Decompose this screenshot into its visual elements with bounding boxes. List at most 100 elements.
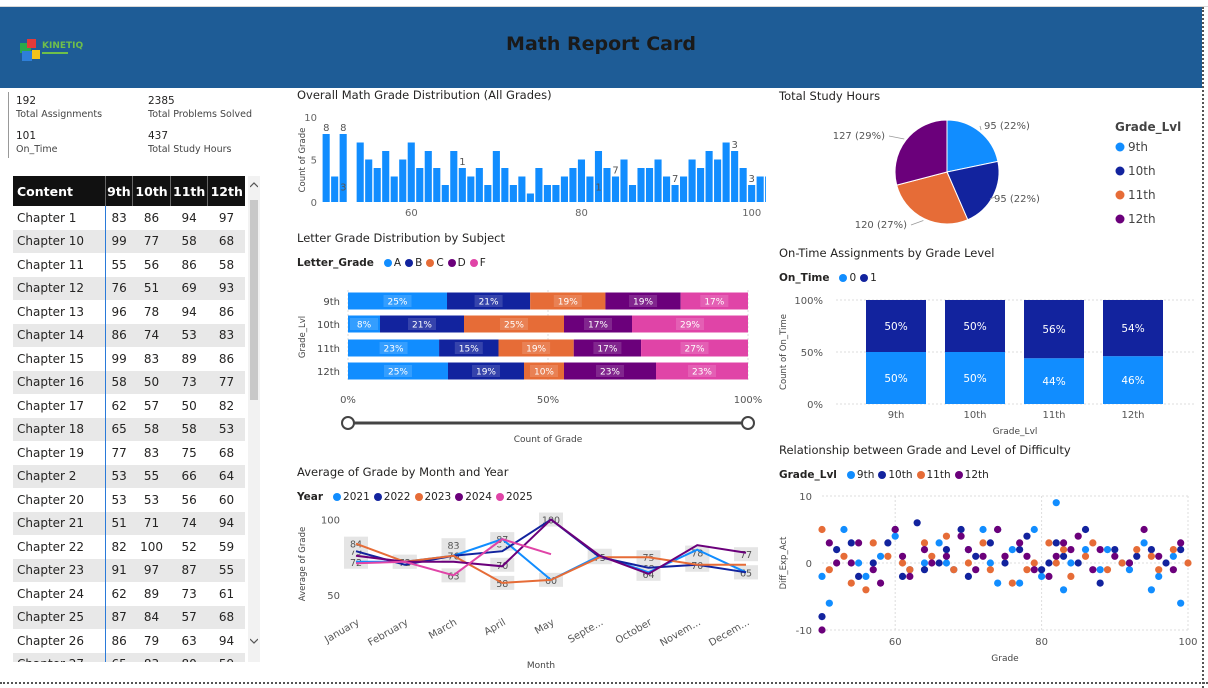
scatter-point [1096,546,1104,554]
category-label: 12th [317,367,340,378]
table-row: Chapter 25 87 84 57 68 [13,605,245,629]
letter-grade-chart: Grade_Lvl 9th 25% 21% 19% 19% 17% 10th 8% 21% 25% 1… [298,290,762,445]
grade-cell: 93 [207,276,245,300]
table-scrollbar[interactable] [248,176,260,662]
grade-cell: 73 [170,370,208,394]
scroll-down-icon[interactable] [250,638,258,644]
dist-bar [322,134,330,202]
column-header-11th[interactable]: 11th [169,176,208,206]
grade-cell: 58 [170,417,208,441]
legend-item-label[interactable]: D [457,257,466,269]
dist-bar [731,151,739,202]
grade-cell: 53 [207,417,245,441]
legend-dot-icon [373,493,382,501]
scatter-point [972,552,980,560]
scroll-up-icon[interactable] [250,182,258,188]
column-header-content[interactable]: Content [13,176,105,206]
grade-cell: 82 [111,539,127,554]
scatter-point [825,539,833,547]
scrollbar-thumb[interactable] [250,200,258,400]
right-border [1202,7,1208,688]
grade-cell: 86 [143,210,160,225]
on-time-bar-segment [1024,358,1084,404]
y-tick-label: 0 [806,559,812,570]
column-header-9th[interactable]: 9th [104,176,133,206]
dist-data-label: 8 [340,123,346,134]
legend-title: Year [297,491,324,503]
legend-item-label[interactable]: 11th [1128,188,1156,202]
column-header-10th[interactable]: 10th [132,176,171,206]
legend-item-label[interactable]: 10th [1128,164,1156,178]
line-data-label: 100 [542,516,560,527]
legend-item-label[interactable]: F [479,257,486,269]
scatter-point [1111,546,1119,554]
grade-cell: 79 [143,633,160,648]
legend-item-label[interactable]: 1 [870,272,877,284]
grade-cell: 56 [181,492,197,507]
label-bg [700,295,729,307]
grade-cell: 86 [218,304,235,319]
top-strip [0,0,1208,7]
column-header-12th[interactable]: 12th [207,176,245,206]
chapter-cell: Chapter 11 [13,253,106,277]
dist-data-label: 3 [732,140,738,151]
legend-item-label[interactable]: 12th [964,469,989,481]
line-data-label: 79 [350,547,362,558]
legend-item-label[interactable]: B [415,257,423,269]
table-row: Chapter 2 53 55 66 64 [13,464,245,488]
scatter-point [1103,546,1112,554]
grade-cell: 59 [207,652,245,662]
logo-text: KINETIQ [42,41,83,51]
dist-bar [654,159,662,202]
scatter-point [986,566,994,574]
scatter-point [957,525,965,534]
scatter-point [862,586,870,594]
scatter-point [1089,566,1097,574]
scatter-point [1008,546,1016,554]
chapter-grades-table: Content 9th 10th 11th 12th Chapter 1 83 86 94 97… [13,176,245,662]
legend-item-label[interactable]: 2024 [465,491,492,503]
table-row: Chapter 15 99 83 89 86 [13,347,245,371]
year-legend: Year 2021 2022 2023 2024 2025 [297,491,533,503]
kpi-total-assignments: 192 Total Assignments [16,95,102,120]
legend-item-label[interactable]: 2021 [343,491,370,503]
scatter-point [1096,566,1104,574]
chapter-cell: Chapter 21 [13,511,106,535]
dist-data-label: 1 [459,157,465,168]
legend-item-label[interactable]: A [393,257,402,269]
legend-item-label[interactable]: 11th [926,469,951,481]
grade-cell: 55 [132,464,171,488]
legend-item-label[interactable]: 10th [888,469,913,481]
scatter-point [942,552,951,560]
scatter-point [1125,566,1134,574]
legend-item-label[interactable]: 9th [1128,140,1148,154]
legend-item-label[interactable]: 2025 [505,491,533,503]
legend-item-label[interactable]: 9th [856,469,875,481]
data-label-bg [441,538,466,553]
line-data-label: 78 [691,549,703,560]
letter-bar-segment [680,292,748,310]
grade-cell: 71 [132,511,171,535]
scatter-point [818,626,826,634]
legend-item-label[interactable]: C [436,257,444,269]
dist-data-label: 3 [749,174,755,185]
letter-bar-segment [524,362,564,380]
segment-label: 44% [1042,376,1065,388]
scatter-point [1038,566,1046,574]
grade-cell: 57 [143,398,160,413]
y-tick-label: 0% [807,400,823,411]
legend-item-label[interactable]: 12th [1128,212,1156,226]
scatter-point [1016,546,1024,554]
y-tick-label: 50% [801,348,823,359]
legend-item-label[interactable]: 2022 [383,491,411,503]
legend-item-label[interactable]: 0 [849,272,857,284]
scatter-point [964,559,972,567]
legend-item-label[interactable]: 2023 [424,491,452,503]
dist-bar [484,185,492,202]
slider-handle-right[interactable] [741,416,755,430]
scatter-point [1111,552,1119,560]
slider-handle-left[interactable] [341,416,355,430]
label-bg [350,318,378,330]
kpi-label: Total Assignments [16,109,103,120]
legend-dot-icon [333,493,342,501]
